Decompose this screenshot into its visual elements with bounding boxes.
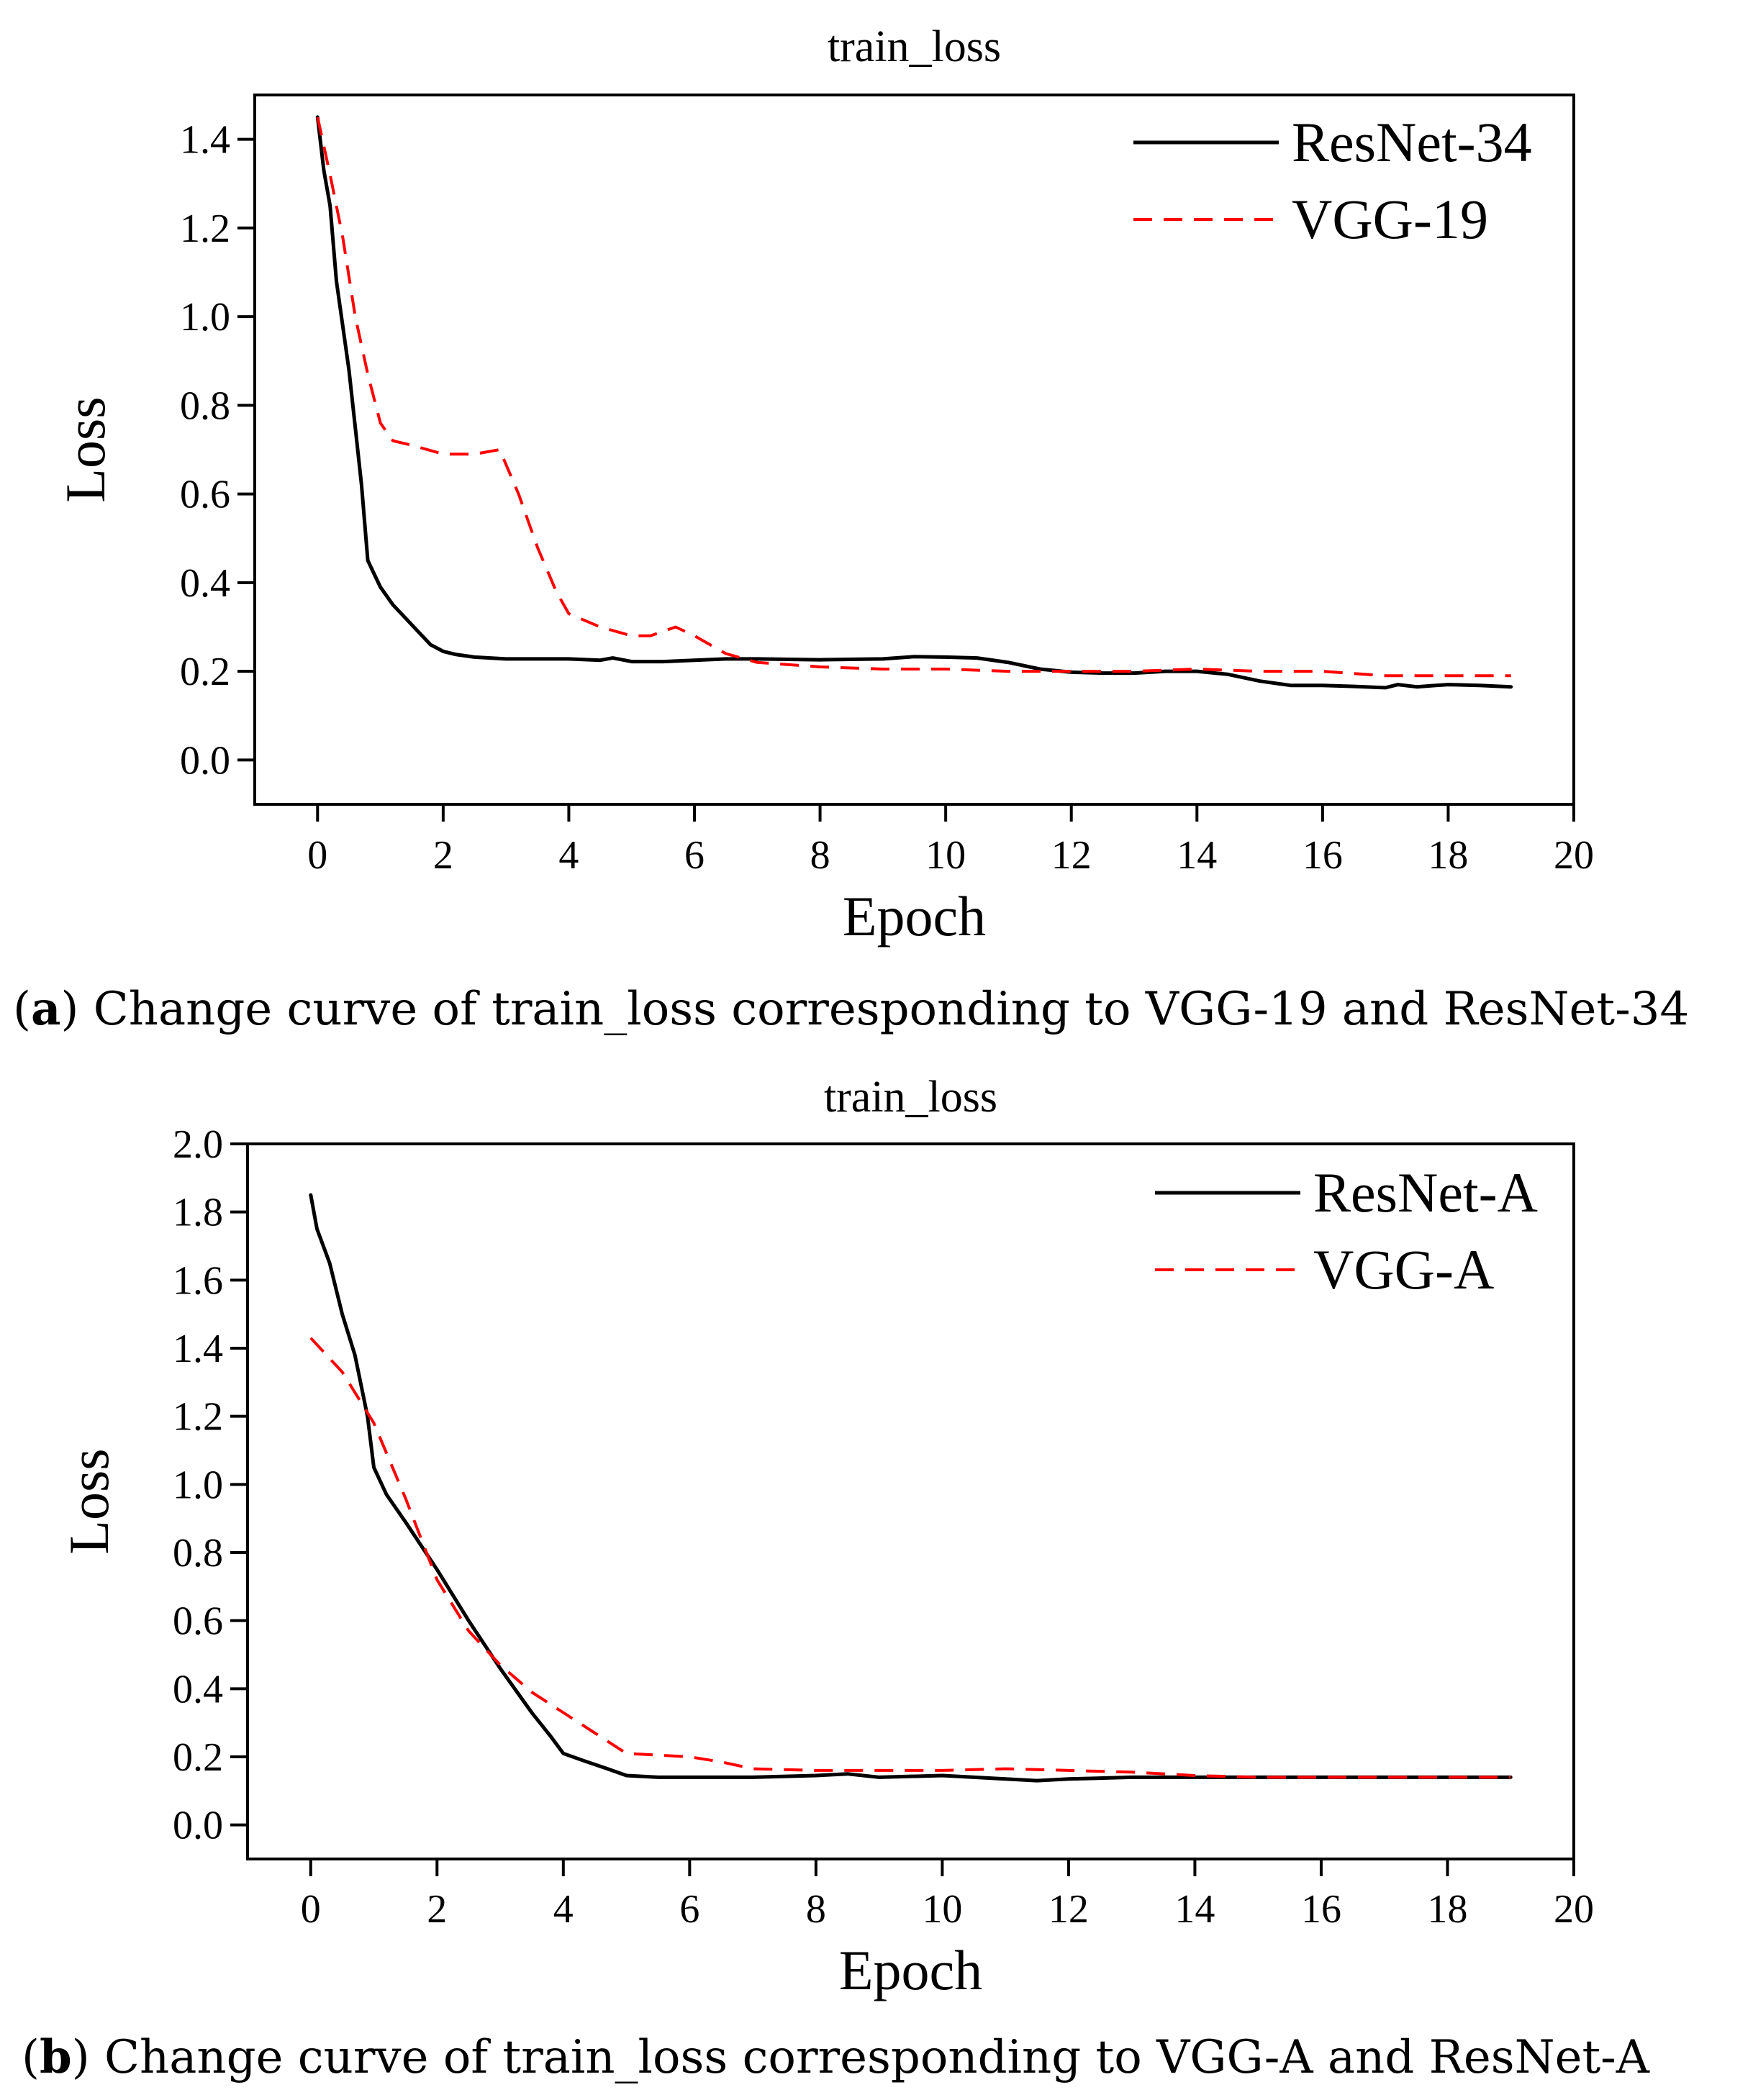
chart-a-title: train_loss [828,22,1001,71]
chart-a-ytick-label-7: 1.4 [180,118,230,163]
chart-a-ytick-label-4: 0.8 [180,383,230,428]
chart-b-ytick-label-9: 1.8 [173,1191,223,1235]
chart-b-ytick-label-5: 1.0 [173,1463,223,1507]
chart-b-xtick-label-4: 4 [553,1887,574,1932]
chart-b-legend-label-vgg-a: VGG-A [1313,1238,1494,1301]
chart-b-series-vgg-a [309,1337,1511,1779]
chart-b-ylabel: Loss [58,1448,120,1554]
chart-a-xtick-label-14: 14 [1177,833,1217,878]
chart-b-ytick-label-3: 0.6 [173,1599,223,1644]
chart-a-xtick-label-4: 4 [558,833,579,878]
chart-b-xtick-label-0: 0 [301,1887,321,1932]
chart-b-xtick-label-8: 8 [806,1887,826,1932]
chart-b-legend-label-resnet-a: ResNet-A [1313,1161,1538,1224]
chart-a-xtick-label-16: 16 [1303,833,1343,878]
chart-a-xlabel: Epoch [843,885,986,947]
chart-b-xtick-label-14: 14 [1174,1887,1215,1932]
chart-b-ytick-label-8: 1.6 [173,1258,223,1303]
chart-a-xtick-label-6: 6 [684,833,705,878]
chart-b-title: train_loss [824,1073,997,1122]
chart-b-ytick-label-1: 0.2 [173,1735,223,1780]
chart-b-series-resnet-a [309,1193,1513,1783]
chart-b-ytick-label-7: 1.4 [173,1327,223,1371]
chart-b-frame [246,1142,1575,1860]
chart-a-ytick-label-2: 0.4 [180,561,230,606]
chart-b-ytick-label-0: 0.0 [173,1804,223,1848]
chart-a-xtick-label-2: 2 [433,833,453,878]
chart-a-xtick-label-20: 20 [1554,833,1594,878]
chart-a-frame [253,94,1575,806]
chart-a-ytick-label-6: 1.2 [180,206,230,251]
chart-b-xtick-label-20: 20 [1554,1887,1594,1932]
chart-b-xtick-label-16: 16 [1301,1887,1341,1932]
chart-a-xtick-label-12: 12 [1051,833,1092,878]
chart-b-ytick-label-4: 0.8 [173,1531,223,1576]
chart-a-legend-label-resnet-34: ResNet-34 [1292,111,1532,173]
chart-b-xtick-label-18: 18 [1427,1887,1467,1932]
chart-b-xtick-label-12: 12 [1048,1887,1089,1932]
chart-a-series-vgg-19 [316,117,1511,678]
caption-a-letter: a [30,982,61,1036]
chart-b-xtick-label-2: 2 [427,1887,447,1932]
chart-b-xlabel: Epoch [839,1939,982,2001]
chart-b-ytick-label-2: 0.4 [173,1667,223,1712]
chart-b-xtick-label-6: 6 [679,1887,699,1932]
chart-a-ytick-label-0: 0.0 [180,738,230,783]
chart-a-ytick-label-1: 0.2 [180,650,230,694]
chart-a-series-resnet-34 [315,115,1513,690]
caption-a: (a) Change curve of train_loss correspon… [13,982,1690,1036]
chart-a-xtick-label-10: 10 [925,833,966,878]
chart-a-legend-label-vgg-19: VGG-19 [1292,188,1488,250]
chart-a-xtick-label-0: 0 [307,833,327,878]
chart-a-xtick-label-8: 8 [810,833,830,878]
chart-b-xtick-label-10: 10 [922,1887,962,1932]
caption-a-text: Change curve of train_loss corresponding… [93,983,1690,1036]
chart-a-ytick-label-5: 1.0 [180,295,230,340]
caption-b-text: Change curve of train_loss corresponding… [104,2031,1649,2084]
chart-b-ytick-label-10: 2.0 [173,1122,223,1167]
caption-b: (b) Change curve of train_loss correspon… [22,2030,1649,2084]
chart-a-ytick-label-3: 0.6 [180,473,230,517]
caption-b-letter: b [39,2030,72,2084]
chart-b-ytick-label-6: 1.2 [173,1395,223,1440]
chart-a-xtick-label-18: 18 [1428,833,1468,878]
chart-a-ylabel: Loss [54,396,117,502]
